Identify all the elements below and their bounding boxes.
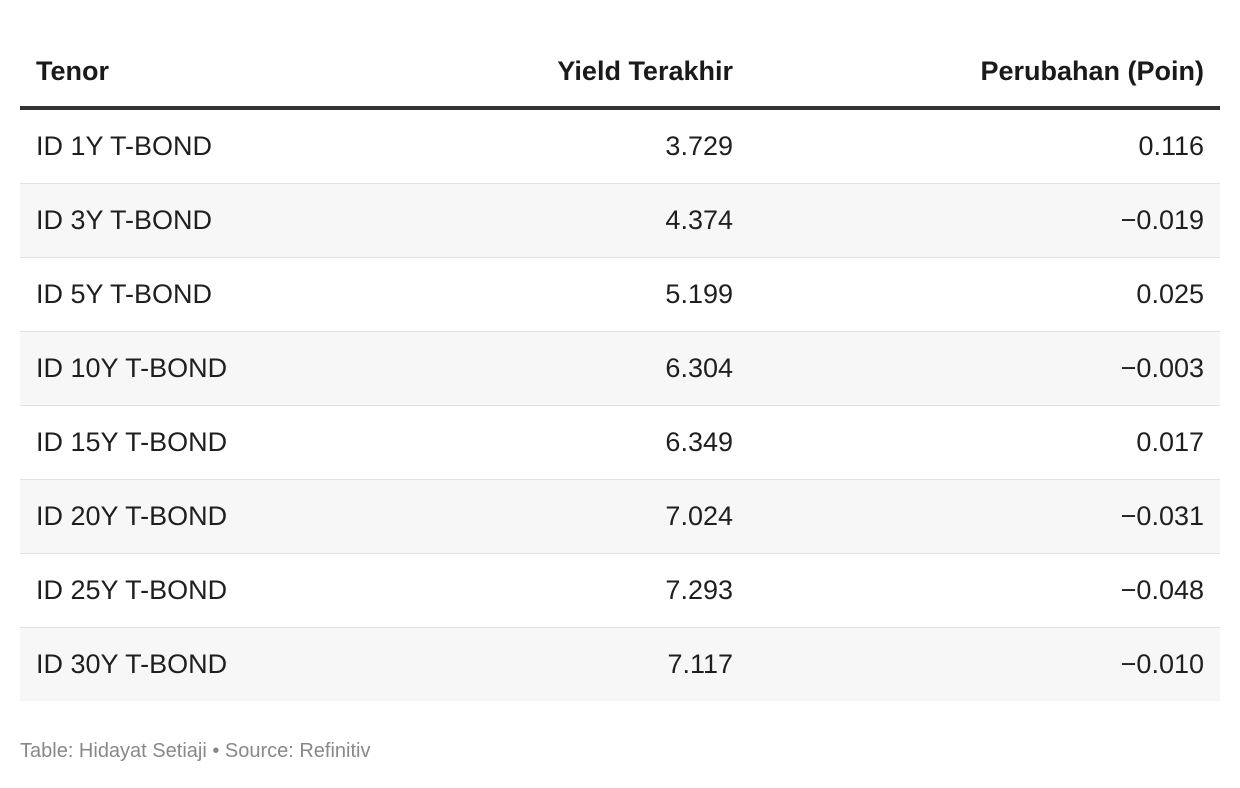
cell-change: −0.019: [735, 183, 1220, 258]
table-row: ID 20Y T-BOND 7.024 −0.031: [20, 479, 1220, 554]
cell-change: −0.048: [735, 553, 1220, 628]
table-row: ID 15Y T-BOND 6.349 0.017: [20, 405, 1220, 480]
cell-tenor: ID 3Y T-BOND: [20, 183, 420, 258]
header-row: Tenor Yield Terakhir Perubahan (Poin): [20, 36, 1220, 110]
table-body: ID 1Y T-BOND 3.729 0.116 ID 3Y T-BOND 4.…: [20, 108, 1220, 701]
cell-yield: 6.304: [420, 331, 735, 406]
table-row: ID 3Y T-BOND 4.374 −0.019: [20, 183, 1220, 258]
table-row: ID 10Y T-BOND 6.304 −0.003: [20, 331, 1220, 406]
cell-change: 0.017: [735, 405, 1220, 480]
table-header: Tenor Yield Terakhir Perubahan (Poin): [20, 36, 1220, 110]
cell-yield: 5.199: [420, 257, 735, 332]
cell-change: −0.031: [735, 479, 1220, 554]
cell-yield: 7.117: [420, 627, 735, 701]
cell-tenor: ID 1Y T-BOND: [20, 108, 420, 184]
cell-tenor: ID 30Y T-BOND: [20, 627, 420, 701]
cell-yield: 3.729: [420, 108, 735, 184]
cell-change: 0.025: [735, 257, 1220, 332]
table-row: ID 5Y T-BOND 5.199 0.025: [20, 257, 1220, 332]
cell-tenor: ID 20Y T-BOND: [20, 479, 420, 554]
source-credit: Table: Hidayat Setiaji • Source: Refinit…: [20, 740, 371, 762]
table-row: ID 1Y T-BOND 3.729 0.116: [20, 108, 1220, 184]
cell-change: −0.003: [735, 331, 1220, 406]
cell-tenor: ID 15Y T-BOND: [20, 405, 420, 480]
cell-tenor: ID 10Y T-BOND: [20, 331, 420, 406]
data-table-container: Tenor Yield Terakhir Perubahan (Poin) ID…: [20, 36, 1220, 701]
cell-change: 0.116: [735, 108, 1220, 184]
cell-tenor: ID 25Y T-BOND: [20, 553, 420, 628]
column-header-yield: Yield Terakhir: [420, 36, 735, 110]
cell-change: −0.010: [735, 627, 1220, 701]
table-row: ID 25Y T-BOND 7.293 −0.048: [20, 553, 1220, 628]
bond-yield-table: Tenor Yield Terakhir Perubahan (Poin) ID…: [20, 36, 1220, 701]
cell-yield: 7.293: [420, 553, 735, 628]
column-header-tenor: Tenor: [20, 36, 420, 110]
table-row: ID 30Y T-BOND 7.117 −0.010: [20, 627, 1220, 701]
cell-yield: 4.374: [420, 183, 735, 258]
column-header-change: Perubahan (Poin): [735, 36, 1220, 110]
cell-yield: 6.349: [420, 405, 735, 480]
cell-yield: 7.024: [420, 479, 735, 554]
cell-tenor: ID 5Y T-BOND: [20, 257, 420, 332]
